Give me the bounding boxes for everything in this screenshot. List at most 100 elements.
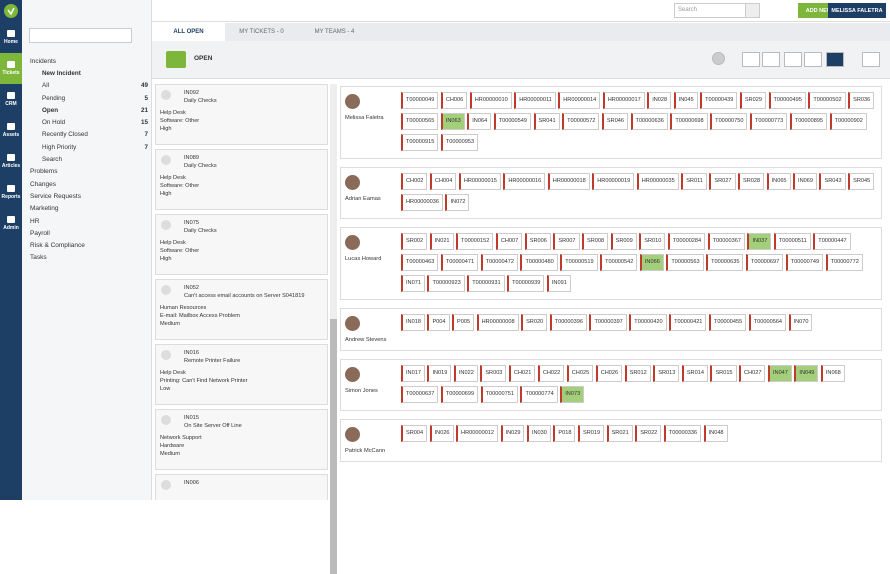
ticket-chip[interactable]: IN049 bbox=[794, 365, 819, 382]
ticket-chip[interactable]: T00000152 bbox=[456, 233, 494, 250]
ticket-chip[interactable]: HR00000018 bbox=[547, 173, 590, 190]
ticket-chip[interactable]: IN073 bbox=[560, 386, 585, 403]
tree-item[interactable]: New Incident bbox=[30, 67, 148, 79]
ticket-chip[interactable]: HR00000036 bbox=[401, 194, 443, 211]
ticket-chip[interactable]: SR046 bbox=[601, 113, 629, 130]
ticket-chip[interactable]: P005 bbox=[452, 314, 475, 331]
ticket-chip[interactable]: IN048 bbox=[703, 425, 728, 442]
tree-item[interactable]: High Priority 7 bbox=[30, 141, 148, 153]
ticket-chip[interactable]: CH021 bbox=[508, 365, 536, 382]
ticket-chip[interactable]: T00000549 bbox=[493, 113, 531, 130]
ticket-chip[interactable]: T00000565 bbox=[401, 113, 439, 130]
ticket-chip[interactable]: IN026 bbox=[429, 425, 454, 442]
ticket-chip[interactable]: T00000931 bbox=[467, 275, 505, 292]
ticket-chip[interactable]: IN017 bbox=[401, 365, 425, 382]
ticket-chip[interactable]: SR014 bbox=[681, 365, 708, 382]
view-button[interactable] bbox=[784, 52, 802, 67]
ticket-chip[interactable]: CH025 bbox=[566, 365, 594, 382]
scrollbar[interactable] bbox=[330, 84, 337, 574]
ticket-chip[interactable]: HR00000012 bbox=[456, 425, 499, 442]
ticket-chip[interactable]: T00000751 bbox=[480, 386, 518, 403]
ticket-chip[interactable]: HR00000008 bbox=[476, 314, 519, 331]
ticket-chip[interactable]: T00000939 bbox=[507, 275, 545, 292]
ticket-chip[interactable]: SR020 bbox=[521, 314, 548, 331]
ticket-chip[interactable]: T00000519 bbox=[560, 254, 598, 271]
ticket-chip[interactable]: T00000511 bbox=[773, 233, 811, 250]
tab[interactable]: MY TICKETS - 0 bbox=[239, 29, 284, 35]
ticket-chip[interactable]: P004 bbox=[427, 314, 450, 331]
nav-item[interactable]: Assets bbox=[0, 115, 22, 146]
ticket-chip[interactable]: IN064 bbox=[467, 113, 492, 130]
ticket-chip[interactable]: T00000915 bbox=[401, 134, 439, 151]
ticket-chip[interactable]: IN065 bbox=[766, 173, 791, 190]
ticket-chip[interactable]: HR00000019 bbox=[592, 173, 635, 190]
ticket-chip[interactable]: SR013 bbox=[653, 365, 680, 382]
ticket-chip[interactable]: HR00000035 bbox=[636, 173, 679, 190]
tab[interactable]: ALL OPEN bbox=[152, 23, 225, 41]
ticket-chip[interactable]: T00000895 bbox=[789, 113, 828, 130]
ticket-chip[interactable]: T00000480 bbox=[520, 254, 558, 271]
ticket-chip[interactable]: IN030 bbox=[526, 425, 551, 442]
nav-item[interactable]: CRM bbox=[0, 84, 22, 115]
tree-item[interactable]: On Hold 15 bbox=[30, 116, 148, 128]
nav-item[interactable]: Articles bbox=[0, 146, 22, 177]
ticket-chip[interactable]: SR021 bbox=[606, 425, 633, 442]
ticket-chip[interactable]: SR027 bbox=[709, 173, 736, 190]
tree-group[interactable]: Risk & Compliance bbox=[30, 239, 148, 251]
ticket-chip[interactable]: IN029 bbox=[500, 425, 525, 442]
ticket-chip[interactable]: SR002 bbox=[401, 233, 428, 250]
ticket-chip[interactable]: T00000471 bbox=[440, 254, 479, 271]
ticket-chip[interactable]: T00000923 bbox=[427, 275, 465, 292]
ticket-chip[interactable]: T00000463 bbox=[401, 254, 439, 271]
ticket-chip[interactable]: HR00000016 bbox=[503, 173, 546, 190]
ticket-chip[interactable]: IN072 bbox=[445, 194, 470, 211]
search-button[interactable] bbox=[745, 3, 760, 18]
ticket-chip[interactable]: IN063 bbox=[440, 113, 465, 130]
ticket-chip[interactable]: T00000284 bbox=[667, 233, 706, 250]
view-button[interactable] bbox=[826, 52, 844, 67]
ticket-chip[interactable]: SR029 bbox=[739, 92, 766, 109]
tree-group[interactable]: Problems bbox=[30, 166, 148, 178]
ticket-chip[interactable]: T00000564 bbox=[748, 314, 787, 331]
ticket-chip[interactable]: T00000367 bbox=[707, 233, 745, 250]
ticket-chip[interactable]: T00000749 bbox=[785, 254, 824, 271]
ticket-chip[interactable]: SR012 bbox=[624, 365, 651, 382]
ticket-chip[interactable]: T00000542 bbox=[600, 254, 638, 271]
ticket-chip[interactable]: IN070 bbox=[788, 314, 813, 331]
ticket-card[interactable]: IN015 On Site Server Off Line Network Supp… bbox=[155, 409, 328, 470]
ticket-chip[interactable]: T00000439 bbox=[700, 92, 738, 109]
ticket-chip[interactable]: SR022 bbox=[635, 425, 662, 442]
ticket-chip[interactable]: T00000953 bbox=[440, 134, 479, 151]
ticket-chip[interactable]: HR00000017 bbox=[602, 92, 645, 109]
ticket-chip[interactable]: IN066 bbox=[639, 254, 664, 271]
user-menu[interactable]: MELISSA FALETRA bbox=[828, 3, 886, 18]
ticket-chip[interactable]: SR003 bbox=[480, 365, 507, 382]
ticket-chip[interactable]: P018 bbox=[553, 425, 576, 442]
ticket-chip[interactable]: T00000697 bbox=[745, 254, 784, 271]
ticket-chip[interactable]: T00000698 bbox=[670, 113, 708, 130]
ticket-chip[interactable]: T00000750 bbox=[710, 113, 748, 130]
ticket-chip[interactable]: IN018 bbox=[401, 314, 425, 331]
tree-item[interactable]: Pending 5 bbox=[30, 92, 148, 104]
ticket-chip[interactable]: T00000563 bbox=[666, 254, 704, 271]
nav-item[interactable]: Tickets bbox=[0, 53, 22, 84]
ticket-chip[interactable]: HR00000014 bbox=[558, 92, 601, 109]
tree-item[interactable]: Open 21 bbox=[30, 104, 148, 116]
ticket-chip[interactable]: T00000495 bbox=[768, 92, 806, 109]
ticket-chip[interactable]: IN068 bbox=[820, 365, 845, 382]
ticket-chip[interactable]: CH006 bbox=[440, 92, 468, 109]
ticket-chip[interactable]: T00000773 bbox=[749, 113, 788, 130]
ticket-chip[interactable]: SR004 bbox=[401, 425, 428, 442]
ticket-chip[interactable]: IN022 bbox=[453, 365, 478, 382]
ticket-chip[interactable]: T00000455 bbox=[708, 314, 747, 331]
ticket-chip[interactable]: HR00000011 bbox=[514, 92, 556, 109]
tree-group[interactable]: Incidents bbox=[30, 55, 148, 67]
tree-group[interactable]: Payroll bbox=[30, 227, 148, 239]
ticket-card[interactable]: IN016 Remote Printer Failure Help Desk Prin… bbox=[155, 344, 328, 405]
tree-group[interactable]: Changes bbox=[30, 178, 148, 190]
ticket-chip[interactable]: IN047 bbox=[767, 365, 792, 382]
settings-button[interactable] bbox=[712, 52, 725, 65]
ticket-chip[interactable]: CH002 bbox=[401, 173, 428, 190]
ticket-chip[interactable]: T00000774 bbox=[520, 386, 558, 403]
scroll-thumb[interactable] bbox=[330, 319, 337, 574]
